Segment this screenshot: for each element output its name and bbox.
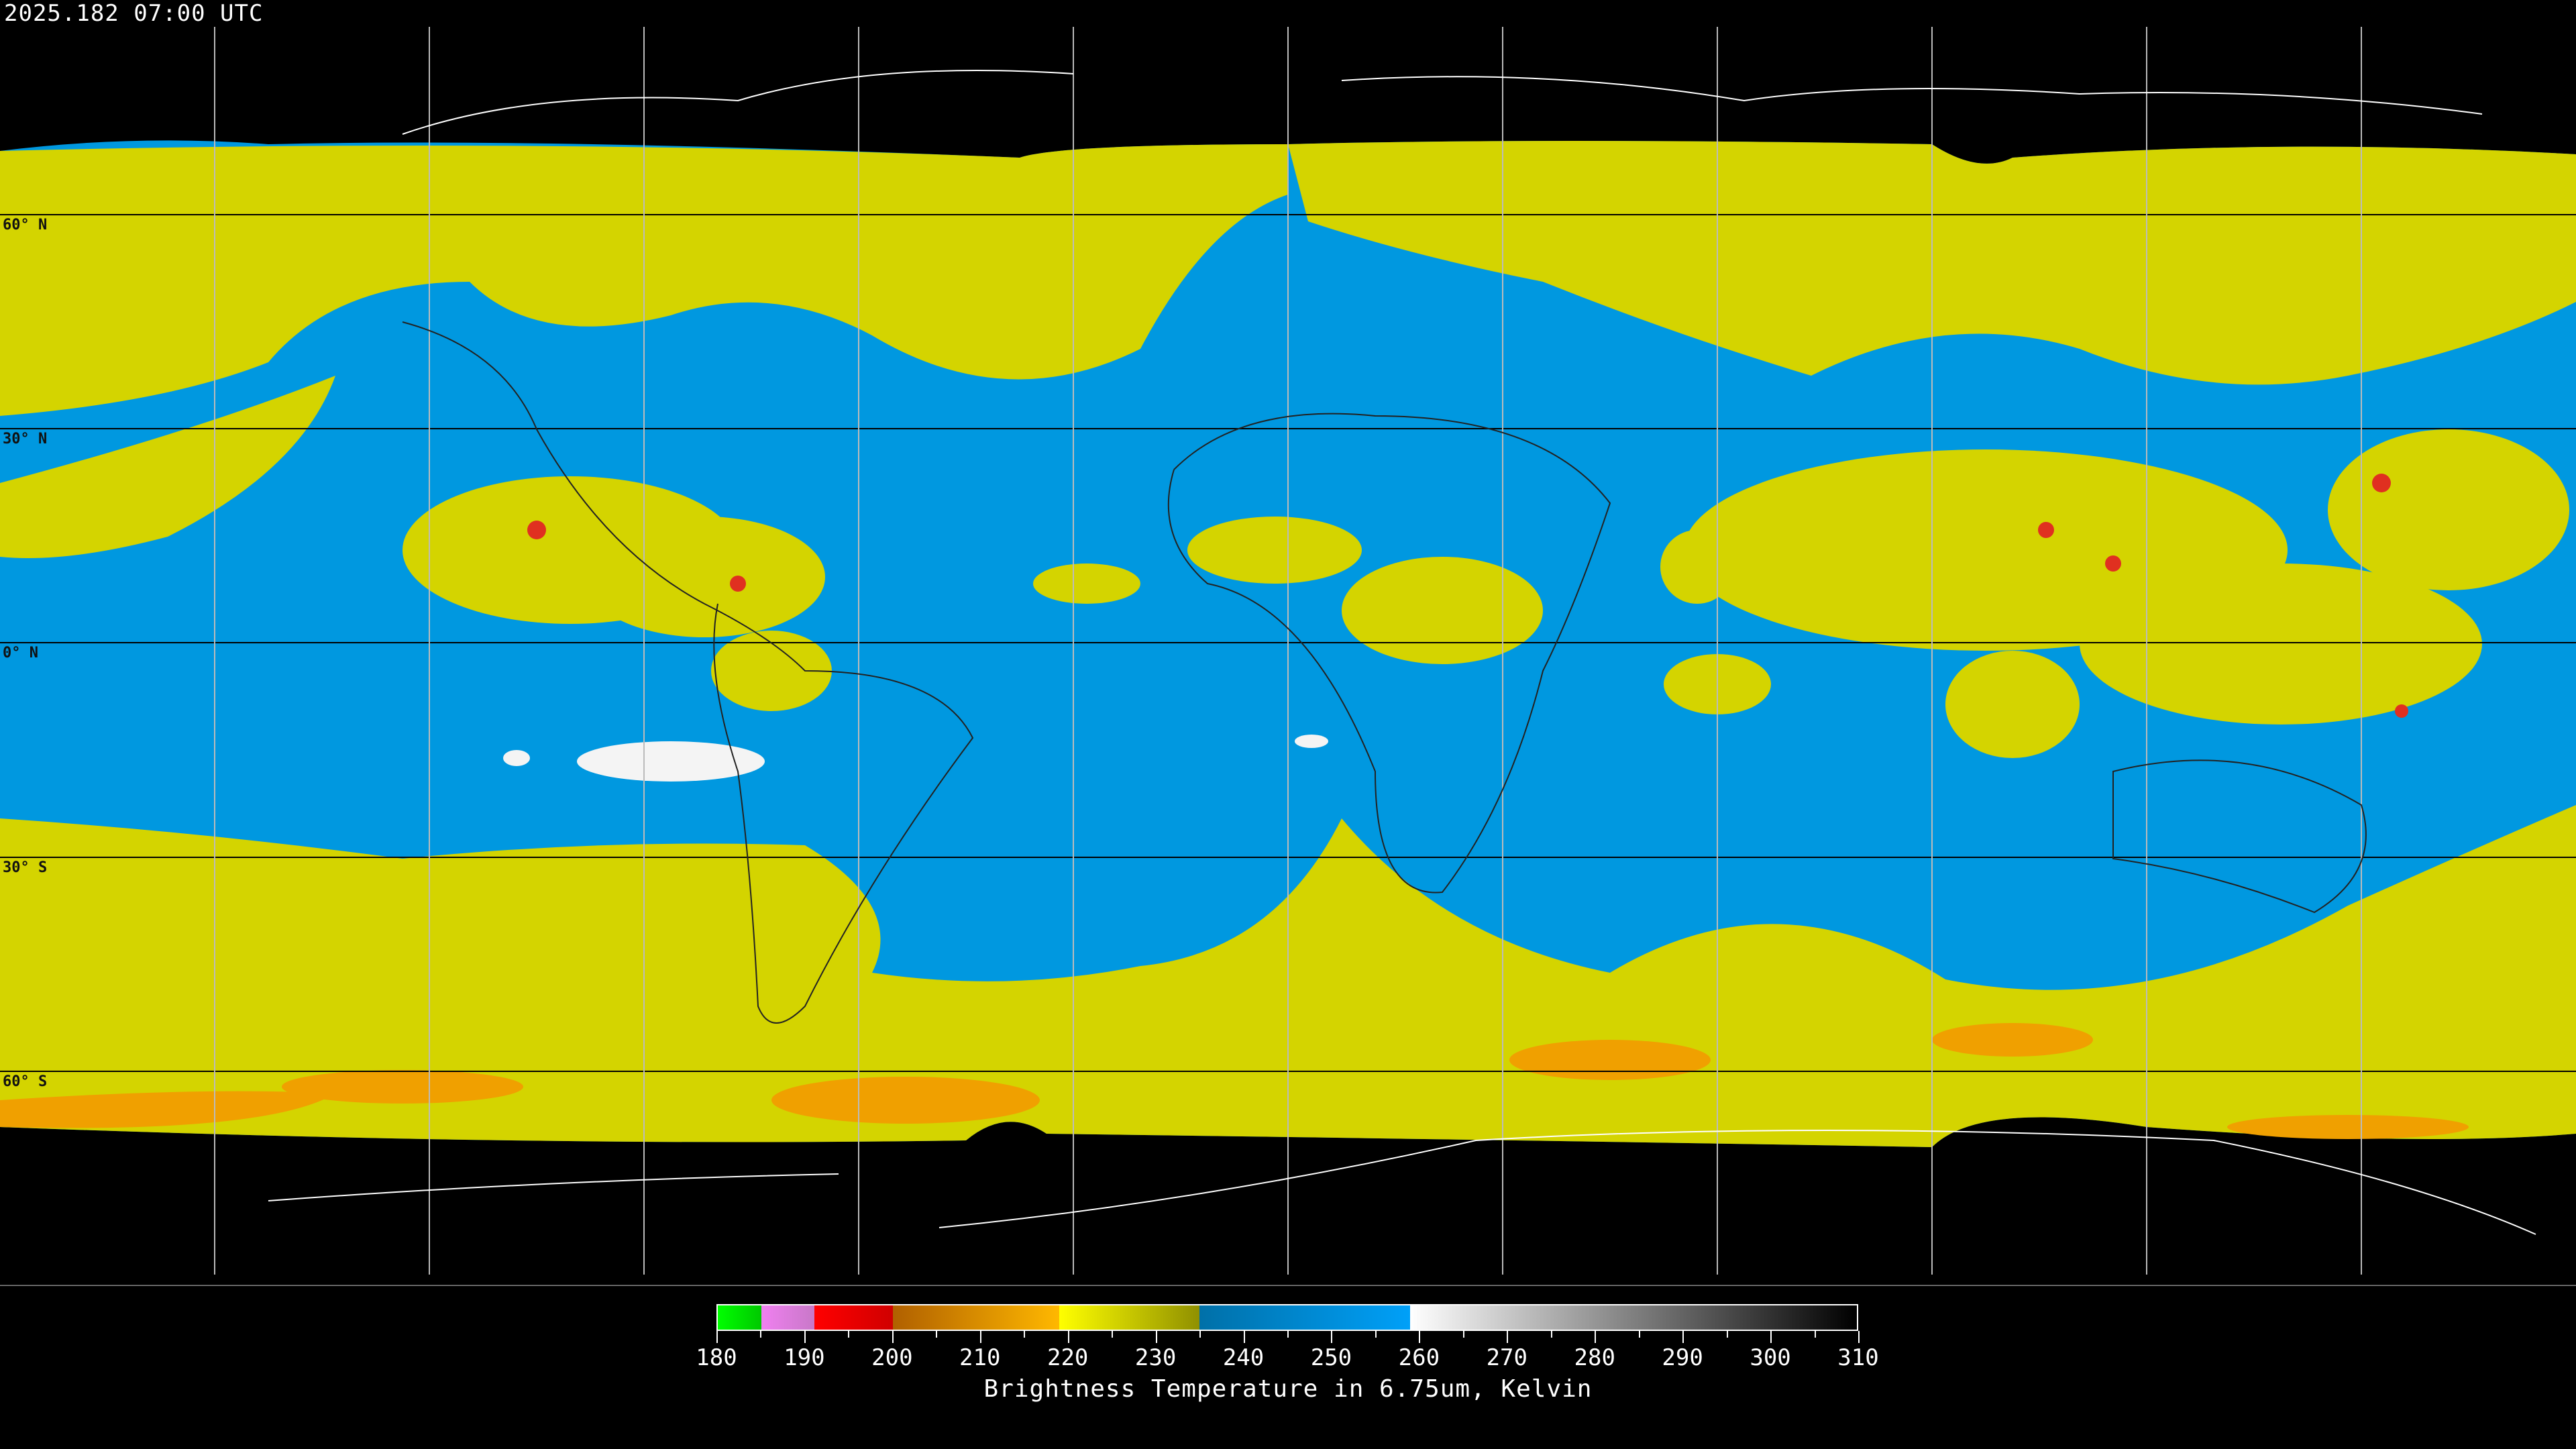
- colorbar-tick: [1419, 1331, 1421, 1343]
- colorbar: [716, 1304, 1858, 1331]
- colorbar-segment: [1409, 1305, 1857, 1330]
- colorbar-tick-label: 190: [784, 1344, 825, 1371]
- colorbar-tick-label: 220: [1046, 1344, 1089, 1371]
- colorbar-tick: [892, 1331, 894, 1343]
- colorbar-segment: [761, 1305, 814, 1330]
- colorbar-tick: [1726, 1331, 1728, 1338]
- colorbar-ticks: 180 190 200 210 220 230 240 250 260 270 280 290 300 3…: [696, 1331, 1879, 1371]
- colorbar-tick-label: 310: [1837, 1344, 1879, 1371]
- colorbar-tick: [1331, 1331, 1333, 1343]
- colorbar-tick: [1814, 1331, 1816, 1338]
- colorbar-tick-label: 200: [871, 1344, 913, 1371]
- lat-label-60s: 60° S: [3, 1073, 48, 1090]
- colorbar-tick: [804, 1331, 806, 1343]
- lat-label-0: 0° N: [3, 645, 38, 661]
- colorbar-tick: [979, 1331, 981, 1343]
- colorbar-tick-label: 260: [1398, 1344, 1440, 1371]
- colorbar-tick-label: 290: [1662, 1344, 1703, 1371]
- colorbar-tick-label: 270: [1486, 1344, 1528, 1371]
- lat-label-30s: 30° S: [3, 859, 48, 876]
- colorbar-tick: [1770, 1331, 1772, 1343]
- water-vapor-map: [0, 27, 2576, 1286]
- colorbar-tick-label: 300: [1750, 1344, 1791, 1371]
- colorbar-tick: [936, 1331, 938, 1338]
- lat-label-60n: 60° N: [3, 217, 48, 233]
- colorbar-tick: [1067, 1331, 1069, 1343]
- colorbar-tick: [1858, 1331, 1860, 1343]
- colorbar-segment: [893, 1305, 1060, 1330]
- colorbar-tick-label: 240: [1222, 1344, 1265, 1371]
- colorbar-tick-label: 210: [959, 1344, 1001, 1371]
- colorbar-tick: [716, 1331, 718, 1343]
- colorbar-tick: [1507, 1331, 1509, 1343]
- colorbar-segment: [814, 1305, 894, 1330]
- colorbar-tick: [1638, 1331, 1640, 1338]
- timestamp: 2025.182 07:00 UTC: [4, 0, 264, 27]
- colorbar-tick: [1199, 1331, 1201, 1338]
- coastlines: [402, 321, 2367, 1024]
- colorbar-tick-label: 280: [1574, 1344, 1615, 1371]
- colorbar-tick-label: 180: [696, 1344, 737, 1371]
- colorbar-tick: [1024, 1331, 1026, 1338]
- colorbar-tick: [1243, 1331, 1245, 1343]
- colorbar-tick: [1595, 1331, 1597, 1343]
- colorbar-tick: [1375, 1331, 1377, 1338]
- lat-label-30n: 30° N: [3, 431, 48, 447]
- colorbar-tick-label: 250: [1310, 1344, 1352, 1371]
- colorbar-segment: [718, 1305, 762, 1330]
- colorbar-tick: [1287, 1331, 1289, 1338]
- colorbar-segment: [1059, 1305, 1200, 1330]
- colorbar-segment: [1199, 1305, 1410, 1330]
- colorbar-tick: [760, 1331, 762, 1338]
- colorbar-tick: [1682, 1331, 1684, 1343]
- colorbar-title: Brightness Temperature in 6.75um, Kelvin: [983, 1375, 1593, 1403]
- colorbar-tick: [1155, 1331, 1157, 1343]
- colorbar-tick: [1550, 1331, 1552, 1338]
- colorbar-tick-label: 230: [1134, 1344, 1177, 1371]
- colorbar-tick: [1112, 1331, 1114, 1338]
- colorbar-tick: [1462, 1331, 1464, 1338]
- colorbar-tick: [848, 1331, 850, 1338]
